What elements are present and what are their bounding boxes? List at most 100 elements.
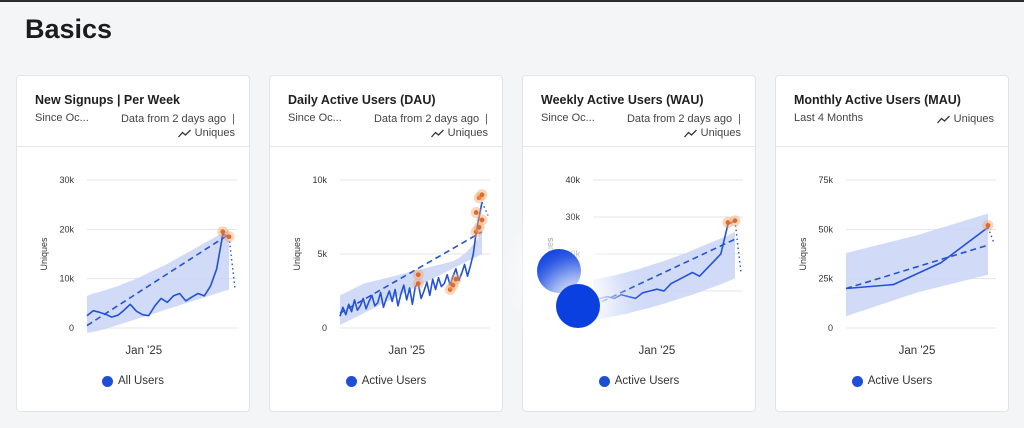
overlay-cursor-dot (556, 284, 600, 328)
confidence-band (593, 231, 735, 321)
anomaly-point (226, 234, 232, 240)
metric-label: Uniques (194, 127, 235, 139)
legend-dot-icon (598, 375, 610, 387)
data-freshness: Data from 2 days ago (626, 113, 733, 125)
y-tick-label: 0 (69, 323, 74, 333)
metric-label: Uniques (953, 113, 994, 125)
anomaly-point (476, 195, 482, 201)
metric-selector[interactable]: Uniques (430, 126, 488, 140)
metric-label: Uniques (700, 127, 741, 139)
x-tick-label: Jan '25 (899, 345, 936, 357)
confidence-band (87, 229, 229, 333)
anomaly-point (447, 287, 453, 292)
y-tick-label: 20k (59, 224, 74, 234)
anomaly-point (453, 276, 459, 282)
trend-line-icon (430, 129, 444, 137)
card-title: Weekly Active Users (WAU) (541, 93, 704, 107)
y-axis-label: Uniques (39, 237, 49, 271)
card-header: Weekly Active Users (WAU) Since Oc... Da… (523, 76, 755, 147)
card-header: New Signups | Per Week Since Oc... Data … (17, 76, 249, 147)
legend-label: Active Users (361, 375, 427, 387)
legend[interactable]: All Users (17, 375, 249, 387)
forecast-line (228, 236, 236, 289)
y-tick-label: 75k (818, 175, 833, 185)
legend-label: All Users (117, 375, 164, 387)
date-range[interactable]: Since Oc... (541, 112, 595, 124)
card-title: New Signups | Per Week (35, 93, 180, 107)
anomaly-point (415, 272, 421, 278)
anomaly-point (473, 210, 479, 215)
legend[interactable]: Active Users (523, 375, 755, 387)
legend-label: Active Users (867, 375, 933, 387)
trend-line (592, 238, 736, 307)
date-range[interactable]: Since Oc... (35, 112, 89, 124)
series-line (339, 202, 483, 317)
anomaly-point (476, 224, 482, 230)
confidence-band (846, 213, 988, 317)
legend-dot-icon (101, 375, 113, 387)
anomaly-point (473, 229, 479, 235)
trend-line (86, 233, 230, 327)
forecast-line (481, 201, 489, 216)
anomaly-point (220, 229, 226, 235)
x-tick-label: Jan '25 (388, 345, 425, 357)
legend[interactable]: Active Users (776, 375, 1008, 387)
meta-separator: | (232, 113, 235, 125)
trend-line (339, 231, 483, 314)
y-tick-label: 0 (322, 323, 327, 333)
card-title: Daily Active Users (DAU) (288, 93, 436, 107)
card-header: Monthly Active Users (MAU) Last 4 Months… (776, 76, 1008, 147)
anomaly-point (479, 217, 485, 223)
y-axis-label: Uniques (798, 237, 808, 271)
card-dau[interactable]: Daily Active Users (DAU) Since Oc... Dat… (269, 75, 503, 412)
y-axis-label: Uniques (292, 237, 302, 271)
metric-label: Uniques (447, 127, 488, 139)
card-mau[interactable]: Monthly Active Users (MAU) Last 4 Months… (775, 75, 1009, 412)
metric-selector[interactable]: Uniques (936, 112, 994, 126)
card-new-signups[interactable]: New Signups | Per Week Since Oc... Data … (16, 75, 250, 412)
series-line (592, 219, 736, 303)
page-title: Basics (25, 14, 113, 44)
series-line (845, 226, 989, 290)
legend-label: Active Users (614, 375, 680, 387)
date-range[interactable]: Last 4 Months (794, 112, 864, 124)
top-border (0, 0, 1024, 2)
anomaly-point (725, 220, 731, 225)
legend-dot-icon (345, 375, 357, 387)
y-tick-label: 10k (59, 274, 74, 284)
card-meta: Data from 2 days ago | Uniques (374, 112, 488, 142)
card-meta: Data from 2 days ago | Uniques (121, 112, 235, 142)
cards-row: New Signups | Per Week Since Oc... Data … (16, 75, 1009, 412)
metric-selector[interactable]: Uniques (177, 126, 235, 140)
legend-dot-icon (851, 375, 863, 387)
anomaly-point (985, 222, 991, 228)
y-tick-label: 50k (818, 224, 833, 234)
y-tick-label: 30k (59, 175, 74, 185)
y-tick-label: 0 (828, 323, 833, 333)
chart: 0 10k 20k 30k Uniques Jan '25 (39, 175, 237, 357)
y-tick-label: 10k (312, 175, 327, 185)
metric-selector[interactable]: Uniques (683, 126, 741, 140)
anomaly-point (415, 281, 421, 286)
card-title: Monthly Active Users (MAU) (794, 93, 961, 107)
meta-separator: | (738, 113, 741, 125)
trend-line-icon (177, 129, 191, 137)
anomaly-point (450, 282, 456, 288)
data-freshness: Data from 2 days ago (120, 113, 227, 125)
trend-line (845, 244, 989, 290)
y-tick-label: 25k (818, 274, 833, 284)
card-meta: Uniques (936, 112, 994, 128)
card-wau[interactable]: Weekly Active Users (WAU) Since Oc... Da… (522, 75, 756, 412)
x-tick-label: Jan '25 (639, 345, 676, 357)
date-range[interactable]: Since Oc... (288, 112, 342, 124)
x-tick-label: Jan '25 (125, 345, 162, 357)
data-freshness: Data from 2 days ago (373, 113, 480, 125)
confidence-band (340, 231, 482, 325)
legend[interactable]: Active Users (270, 375, 502, 387)
meta-separator: | (485, 113, 488, 125)
series-line (86, 233, 230, 318)
forecast-line (987, 227, 995, 244)
trend-line-icon (683, 129, 697, 137)
forecast-line (734, 220, 742, 273)
anomaly-point (732, 218, 738, 224)
